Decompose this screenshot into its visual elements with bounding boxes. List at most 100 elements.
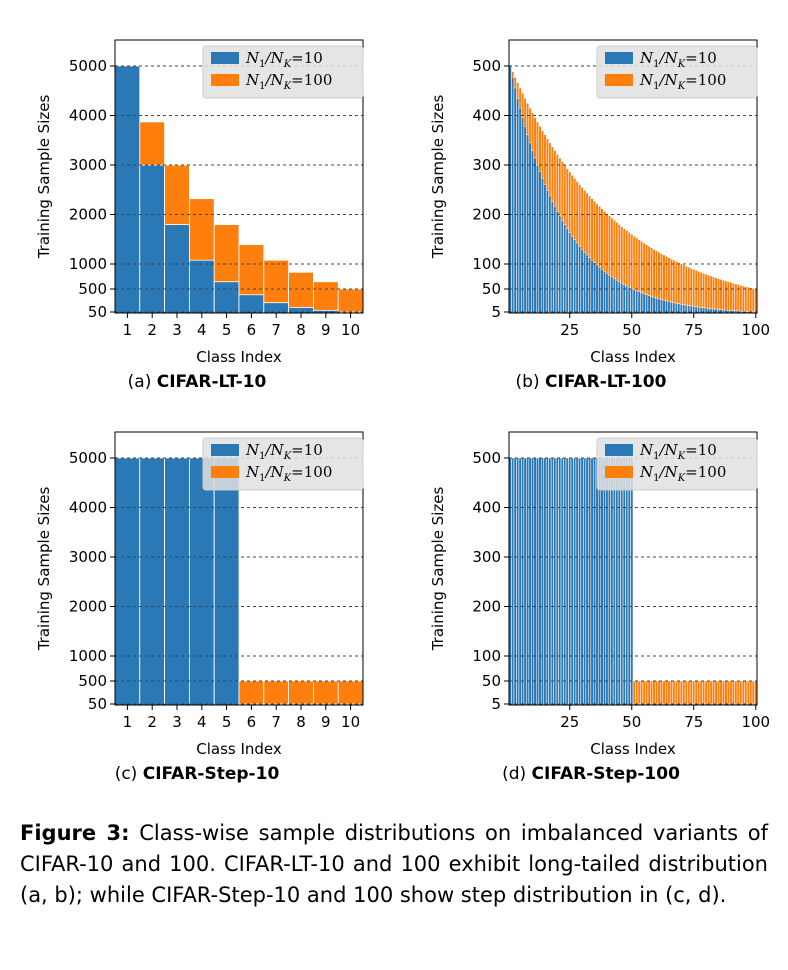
x-tick-label: 2 — [147, 713, 157, 731]
bar-blue-41 — [607, 274, 611, 314]
bar-orange-77 — [697, 680, 701, 706]
bar-orange-68 — [674, 680, 678, 706]
x-tick-label: 9 — [321, 713, 331, 731]
bar-blue-48 — [625, 457, 629, 706]
legend-box — [596, 437, 758, 491]
x-tick-label: 8 — [296, 321, 306, 339]
y-axis-label: Training Sample Sizes — [429, 487, 447, 652]
panel-caption-a: (a) CIFAR-LT-10 — [127, 372, 267, 392]
x-tick-label: 1 — [123, 713, 133, 731]
bar-blue-50 — [630, 288, 634, 314]
bar-orange-99 — [751, 288, 755, 314]
panel-b: 500 400 300 200 100 50 5 Training Sample Sizes C… — [394, 0, 788, 400]
bar-orange-8 — [288, 271, 314, 314]
bar-blue-39 — [602, 271, 606, 314]
x-tick-label: 50 — [622, 713, 641, 731]
figure-caption-text: Class-wise sample distributions on imbal… — [20, 821, 769, 907]
bar-blue-15 — [543, 457, 547, 706]
bar-orange-52 — [635, 680, 639, 706]
bar-orange-8 — [288, 680, 314, 706]
bar-orange-57 — [647, 680, 651, 706]
bar-blue-44 — [615, 279, 619, 314]
chart-cifar-lt-10: 5000 4000 3000 2000 1000 500 50 Training Sample… — [35, 39, 364, 366]
bar-blue-11 — [533, 457, 537, 706]
figure-caption: Figure 3: Class-wise sample distribution… — [20, 818, 768, 911]
bar-blue-5 — [213, 457, 240, 706]
bar-blue-13 — [538, 457, 542, 706]
bar-blue-34 — [590, 259, 594, 314]
bar-orange-6 — [238, 680, 265, 706]
bar-blue-41 — [607, 457, 611, 706]
bar-blue-28 — [575, 457, 579, 706]
bar-blue-60 — [655, 297, 659, 314]
bar-blue-38 — [600, 457, 604, 706]
bar-orange-96 — [744, 286, 748, 314]
x-tick-label: 2 — [147, 321, 157, 339]
panel-c: 5000 4000 3000 2000 1000 500 50 Training Sample… — [0, 392, 394, 792]
bar-blue-3 — [164, 457, 190, 706]
bar-blue-14 — [540, 457, 544, 706]
bar-blue-48 — [625, 285, 629, 314]
bar-blue-18 — [550, 201, 554, 314]
bar-blue-2 — [139, 457, 166, 706]
y-tick-label: 400 — [472, 499, 501, 517]
y-tick-label: 50 — [88, 695, 107, 713]
y-tick-label: 500 — [78, 280, 107, 298]
legend-orange-swatch — [211, 466, 239, 478]
bar-blue-1 — [114, 457, 141, 706]
bar-blue-38 — [600, 269, 604, 314]
bar-orange-82 — [709, 680, 713, 706]
y-tick-label: 5000 — [69, 449, 107, 467]
bar-blue-12 — [536, 457, 540, 706]
x-tick-label: 9 — [321, 321, 331, 339]
bar-blue-23 — [563, 457, 567, 706]
bar-orange-83 — [712, 276, 716, 314]
bar-blue-4 — [516, 457, 520, 706]
bar-blue-16 — [545, 457, 549, 706]
bar-blue-46 — [620, 282, 624, 314]
bar-blue-35 — [593, 457, 597, 706]
bar-blue-21 — [558, 457, 562, 706]
bar-orange-55 — [642, 680, 646, 706]
bar-orange-71 — [682, 680, 686, 706]
bar-blue-40 — [605, 457, 609, 706]
bar-blue-14 — [540, 178, 544, 314]
bar-blue-70 — [679, 303, 683, 314]
y-tick-label: 50 — [88, 303, 107, 321]
bar-orange-79 — [702, 680, 706, 706]
bar-orange-58 — [650, 680, 654, 706]
bar-blue-35 — [593, 262, 597, 314]
x-tick-label: 8 — [296, 713, 306, 731]
bar-orange-75 — [692, 680, 696, 706]
x-axis-label: Class Index — [590, 348, 676, 366]
panel-caption-b: (b) CIFAR-LT-100 — [515, 372, 667, 392]
bar-blue-16 — [545, 190, 549, 314]
bar-orange-98 — [749, 680, 753, 706]
bar-orange-84 — [714, 680, 718, 706]
bar-orange-89 — [726, 281, 730, 314]
bar-blue-4 — [516, 97, 520, 314]
bar-blue-2 — [139, 164, 166, 314]
y-tick-label: 100 — [472, 255, 501, 273]
legend-blue-swatch — [605, 52, 633, 64]
panel-caption-c: (c) CIFAR-Step-10 — [114, 764, 280, 784]
figure-caption-label: Figure 3: — [20, 821, 130, 845]
bar-blue-19 — [553, 206, 557, 314]
bar-blue-1 — [114, 65, 141, 314]
bar-blue-49 — [627, 457, 631, 706]
bar-orange-53 — [637, 680, 641, 706]
bar-orange-73 — [687, 680, 691, 706]
bar-blue-19 — [553, 457, 557, 706]
plot-frame — [508, 39, 758, 314]
bar-orange-95 — [741, 285, 745, 314]
bar-blue-5 — [518, 107, 522, 314]
bar-blue-5 — [213, 281, 240, 314]
bar-orange-64 — [664, 680, 668, 706]
bar-blue-52 — [635, 290, 639, 314]
bar-orange-91 — [731, 282, 735, 314]
bar-orange-92 — [734, 680, 738, 706]
chart-cifar-step-10: 5000 4000 3000 2000 1000 500 50 Training Sample… — [35, 431, 364, 758]
bar-orange-83 — [712, 680, 716, 706]
bar-orange-81 — [707, 274, 711, 314]
bar-blue-28 — [575, 242, 579, 314]
